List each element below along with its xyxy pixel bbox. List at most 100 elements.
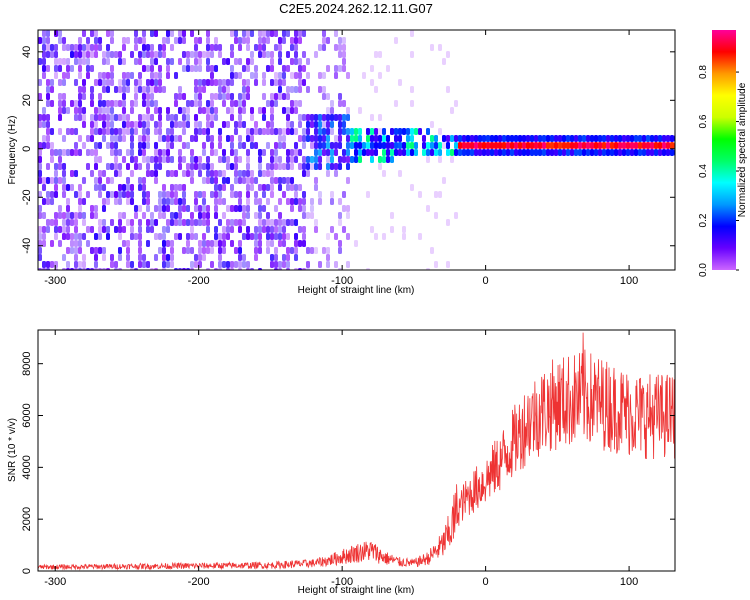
heatmap-cell: [470, 149, 474, 156]
heatmap-cell: [258, 240, 262, 247]
heatmap-cell: [218, 86, 222, 93]
heatmap-cell: [46, 44, 50, 51]
heatmap-cell: [122, 100, 126, 107]
heatmap-cell: [222, 149, 226, 156]
heatmap-cell: [194, 233, 198, 240]
heatmap-cell: [78, 261, 82, 268]
heatmap-cell: [286, 247, 290, 254]
heatmap-cell: [354, 240, 358, 247]
heatmap-cell: [106, 121, 110, 128]
heatmap-cell: [298, 205, 302, 212]
heatmap-cell: [162, 261, 166, 268]
heatmap-cell: [214, 240, 218, 247]
heatmap-cell: [146, 156, 150, 163]
heatmap-cell: [142, 93, 146, 100]
heatmap-cell: [390, 156, 394, 163]
heatmap-cell: [270, 170, 274, 177]
heatmap-cell: [610, 149, 614, 156]
heatmap-cell: [158, 114, 162, 121]
heatmap-cell: [270, 177, 274, 184]
heatmap-cell: [442, 58, 446, 65]
heatmap-cell: [198, 65, 202, 72]
heatmap-cell: [342, 114, 346, 121]
heatmap-cell: [62, 149, 66, 156]
heatmap-cell: [474, 142, 478, 149]
heatmap-cell: [118, 170, 122, 177]
heatmap-cell: [50, 191, 54, 198]
heatmap-cell: [130, 198, 134, 205]
heatmap-cell: [550, 142, 554, 149]
heatmap-cell: [290, 107, 294, 114]
heatmap-cell: [190, 226, 194, 233]
heatmap-cell: [190, 233, 194, 240]
heatmap-cell: [414, 142, 418, 149]
heatmap-cell: [170, 135, 174, 142]
heatmap-cell: [202, 177, 206, 184]
heatmap-cell: [562, 149, 566, 156]
heatmap-cell: [430, 121, 434, 128]
heatmap-cell: [410, 86, 414, 93]
heatmap-cell: [106, 107, 110, 114]
heatmap-cell: [638, 142, 642, 149]
heatmap-cell: [262, 114, 266, 121]
heatmap-cell: [370, 142, 374, 149]
heatmap-cell: [274, 205, 278, 212]
y-tick-label: 20: [21, 94, 33, 106]
heatmap-cell: [54, 163, 58, 170]
heatmap-cell: [158, 205, 162, 212]
colorbar-tick-label: 0.8: [698, 65, 709, 79]
heatmap-cell: [118, 100, 122, 107]
heatmap-cell: [234, 261, 238, 268]
heatmap-cell: [350, 135, 354, 142]
heatmap-cell: [238, 198, 242, 205]
heatmap-cell: [386, 135, 390, 142]
heatmap-cell: [46, 268, 50, 270]
heatmap-cell: [258, 212, 262, 219]
heatmap-cell: [86, 268, 90, 270]
heatmap-cell: [194, 135, 198, 142]
y-tick-label: 2000: [21, 507, 33, 531]
heatmap-cell: [154, 163, 158, 170]
heatmap-cell: [190, 163, 194, 170]
heatmap-cell: [274, 149, 278, 156]
heatmap-cell: [86, 226, 90, 233]
heatmap-cell: [214, 170, 218, 177]
heatmap-cell: [162, 44, 166, 51]
heatmap-cell: [422, 142, 426, 149]
heatmap-cell: [158, 135, 162, 142]
heatmap-cell: [166, 226, 170, 233]
heatmap-cell: [342, 191, 346, 198]
heatmap-cell: [314, 247, 318, 254]
heatmap-cell: [598, 135, 602, 142]
heatmap-cell: [62, 184, 66, 191]
heatmap-cell: [246, 261, 250, 268]
heatmap-cell: [430, 247, 434, 254]
heatmap-cell: [254, 44, 258, 51]
colorbar: 0.00.20.40.60.8 Normalized spectral ampl…: [698, 30, 748, 277]
heatmap-cell: [238, 114, 242, 121]
heatmap-cell: [234, 170, 238, 177]
heatmap-cell: [546, 135, 550, 142]
heatmap-cell: [382, 170, 386, 177]
heatmap-cell: [398, 128, 402, 135]
heatmap-cell: [414, 128, 418, 135]
heatmap-cell: [214, 191, 218, 198]
heatmap-cell: [50, 100, 54, 107]
heatmap-cell: [70, 44, 74, 51]
heatmap-cell: [130, 261, 134, 268]
heatmap-cell: [298, 240, 302, 247]
heatmap-cell: [138, 261, 142, 268]
heatmap-cell: [94, 205, 98, 212]
heatmap-cell: [146, 93, 150, 100]
heatmap-cell: [174, 219, 178, 226]
heatmap-cell: [226, 156, 230, 163]
heatmap-cell: [202, 79, 206, 86]
heatmap-cell: [290, 219, 294, 226]
heatmap-cell: [346, 114, 350, 121]
heatmap-cell: [278, 163, 282, 170]
heatmap-cell: [166, 37, 170, 44]
heatmap-cell: [366, 268, 370, 270]
heatmap-cell: [82, 114, 86, 121]
heatmap-cell: [86, 58, 90, 65]
